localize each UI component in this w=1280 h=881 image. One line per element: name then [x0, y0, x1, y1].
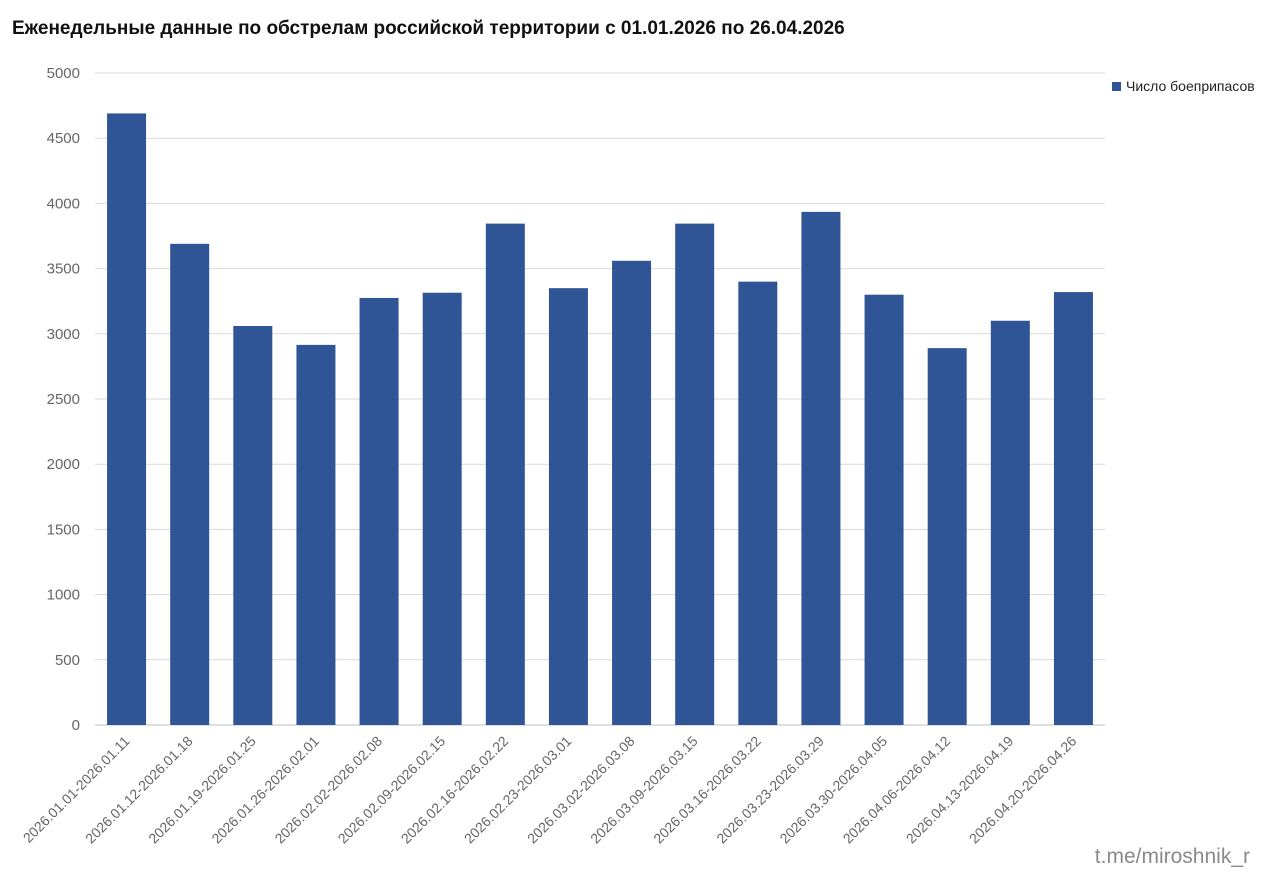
x-tick-label: 2026.01.12-2026.01.18: [82, 733, 196, 847]
y-tick-label: 0: [72, 717, 80, 734]
y-tick-label: 4000: [47, 195, 80, 212]
y-tick-label: 2500: [47, 391, 80, 408]
bar: [296, 344, 336, 725]
bar: [485, 223, 525, 725]
x-tick-label: 2026.04.20-2026.04.26: [966, 733, 1080, 847]
bar: [990, 320, 1030, 725]
y-tick-label: 4500: [47, 130, 80, 147]
x-tick-label: 2026.02.16-2026.02.22: [398, 733, 512, 847]
bar: [422, 292, 462, 725]
chart-title: Еженедельные данные по обстрелам российс…: [12, 18, 845, 39]
bar: [927, 348, 967, 725]
bar: [738, 281, 778, 725]
x-tick-label: 2026.04.13-2026.04.19: [903, 733, 1017, 847]
bar: [801, 211, 841, 726]
x-tick-label: 2026.04.06-2026.04.12: [840, 733, 954, 847]
bar: [107, 113, 147, 725]
y-tick-label: 3000: [47, 326, 80, 343]
legend: Число боеприпасов: [1112, 78, 1255, 94]
bar: [612, 260, 652, 725]
y-tick-label: 3500: [47, 261, 80, 278]
y-tick-label: 1500: [47, 521, 80, 538]
x-tick-label: 2026.02.02-2026.02.08: [271, 733, 385, 847]
y-tick-label: 500: [55, 652, 80, 669]
x-tick-label: 2026.01.19-2026.01.25: [145, 733, 259, 847]
x-tick-label: 2026.03.09-2026.03.15: [587, 733, 701, 847]
bar: [233, 325, 273, 725]
bar: [548, 288, 588, 725]
x-tick-label: 2026.03.16-2026.03.22: [650, 733, 764, 847]
bar: [1053, 292, 1093, 725]
x-tick-label: 2026.02.09-2026.02.15: [335, 733, 449, 847]
x-tick-label: 2026.01.26-2026.02.01: [208, 733, 322, 847]
x-tick-label: 2026.01.01-2026.01.11: [20, 733, 133, 846]
y-tick-label: 5000: [47, 65, 80, 82]
bar: [864, 294, 904, 725]
x-tick-label: 2026.03.30-2026.04.05: [776, 733, 890, 847]
watermark: t.me/miroshnik_r: [1094, 845, 1250, 868]
x-tick-label: 2026.03.23-2026.03.29: [713, 733, 827, 847]
legend-label: Число боеприпасов: [1126, 78, 1255, 94]
bar: [170, 243, 210, 725]
x-tick-label: 2026.02.23-2026.03.01: [461, 733, 575, 847]
bar: [359, 297, 399, 725]
y-tick-label: 2000: [47, 456, 80, 473]
legend-swatch: [1112, 81, 1121, 91]
y-tick-label: 1000: [47, 587, 80, 604]
x-tick-label: 2026.03.02-2026.03.08: [524, 733, 638, 847]
bar: [675, 223, 715, 725]
